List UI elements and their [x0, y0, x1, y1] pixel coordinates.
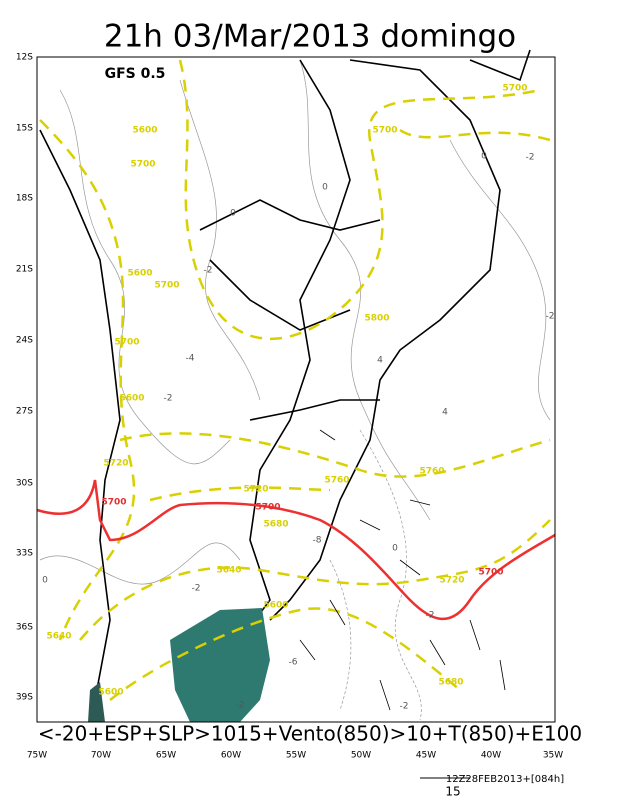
lon-label: 50W [351, 751, 371, 761]
temperature-label: -2 [204, 266, 213, 276]
height-contours [39, 59, 551, 701]
shaded-area [88, 682, 105, 722]
lat-label: 36S [16, 623, 33, 633]
lon-label: 55W [286, 751, 306, 761]
lat-label: 12S [16, 53, 33, 63]
temperature-label: -6 [289, 658, 298, 668]
contour-label: 5760 [419, 467, 444, 477]
lon-label: 35W [543, 751, 563, 761]
contour-label: 5700 [130, 160, 155, 170]
shaded-area [170, 608, 270, 722]
scale-label: 15 [445, 785, 460, 799]
contour-label: 5600 [127, 269, 152, 279]
caption: <-20+ESP+SLP>1015+Vento(850)>10+T(850)+E… [38, 722, 582, 746]
contour-label: 5760 [324, 476, 349, 486]
temperature-label: -2 [400, 702, 409, 712]
lon-label: 70W [91, 751, 111, 761]
contour-label: 5600 [132, 126, 157, 136]
temperature-label: -2 [192, 584, 201, 594]
contour-label: 5700 [502, 84, 527, 94]
temperature-label: -2 [426, 611, 435, 621]
temperature-label: 0 [481, 152, 487, 162]
model-label: GFS 0.5 [105, 66, 166, 82]
lat-label: 39S [16, 693, 33, 703]
temperature-label: -2 [236, 701, 245, 711]
temperature-label: 4 [442, 408, 448, 418]
borders [39, 49, 531, 701]
contour-label: 5600 [119, 394, 144, 404]
lat-label: 24S [16, 336, 33, 346]
red-contour-label: 5700 [478, 568, 503, 578]
contour-label: 5800 [364, 314, 389, 324]
lon-label: 45W [416, 751, 436, 761]
lon-label: 60W [221, 751, 241, 761]
contour-label: 5680 [263, 520, 288, 530]
lat-label: 30S [16, 479, 33, 489]
red-contour-label: 5700 [255, 503, 280, 513]
lat-label: 27S [16, 407, 33, 417]
wind-arrows [299, 429, 506, 711]
lat-label: 21S [16, 265, 33, 275]
contour-label: 5720 [243, 485, 268, 495]
temperature-label: -2 [546, 312, 555, 322]
lon-label: 65W [156, 751, 176, 761]
contour-label: 5600 [263, 601, 288, 611]
contour-label: 5720 [439, 576, 464, 586]
map-title: 21h 03/Mar/2013 domingo [104, 19, 516, 55]
temperature-label: -2 [164, 394, 173, 404]
lon-label: 40W [481, 751, 501, 761]
lat-label: 15S [16, 124, 33, 134]
contour-label: 5640 [216, 566, 241, 576]
red-contour-label: 5700 [101, 498, 126, 508]
map-frame [36, 56, 556, 723]
contour-label: 5700 [114, 338, 139, 348]
contour-label: 5720 [103, 459, 128, 469]
temperature-label: -8 [313, 536, 322, 546]
contour-label: 5680 [438, 678, 463, 688]
temperature-label: 0 [42, 576, 48, 586]
temperature-label: 0 [392, 544, 398, 554]
temperature-label: 0 [322, 183, 328, 193]
lat-label: 33S [16, 549, 33, 559]
contour-label: 5700 [154, 281, 179, 291]
temperature-label: -4 [186, 354, 195, 364]
run-label: 12Z28FEB2013+[084h] [446, 774, 564, 785]
lon-label: 75W [27, 751, 47, 761]
contour-label: 5600 [98, 688, 123, 698]
contour-label: 5640 [46, 632, 71, 642]
red-contour [36, 479, 556, 620]
temperature-label: -2 [526, 153, 535, 163]
lat-label: 18S [16, 194, 33, 204]
temperature-label: 4 [377, 356, 383, 366]
contour-label: 5700 [372, 126, 397, 136]
temperature-label: 0 [230, 209, 236, 219]
